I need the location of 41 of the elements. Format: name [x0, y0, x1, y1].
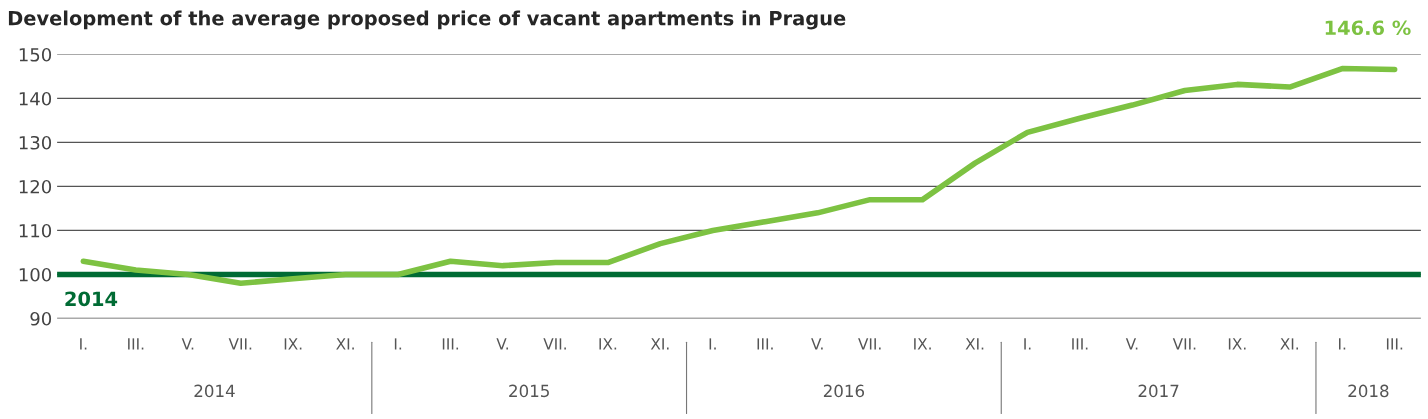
y-tick-label: 90 — [30, 311, 52, 326]
y-tick-label: 110 — [19, 223, 52, 238]
x-tick-label: XI. — [650, 338, 669, 350]
y-tick-label: 120 — [19, 179, 52, 194]
x-tick-label: IX. — [1228, 338, 1246, 350]
x-tick-label: III. — [442, 338, 459, 350]
x-tick-label: VII. — [543, 338, 566, 350]
text: 2016 — [823, 384, 865, 398]
data-label: 146.6 % — [1325, 20, 1411, 36]
x-tick-label: III. — [1072, 338, 1088, 350]
x-tick-label: IX. — [914, 338, 931, 350]
x-tick-label: I. — [709, 338, 716, 350]
chart-title: Development of the average proposed price of vacant apartments in Prague — [8, 10, 846, 30]
y-tick-label: 140 — [19, 91, 52, 106]
text: 2017 — [1138, 384, 1179, 398]
x-tick-label: III. — [757, 338, 773, 350]
y-tick-label: 150 — [19, 47, 52, 62]
text: 2015 — [509, 384, 549, 398]
x-tick-label: I. — [80, 338, 87, 350]
x-tick-label: VII. — [1172, 338, 1196, 350]
x-tick-label: V. — [496, 338, 508, 350]
y-tick-label: 100 — [19, 267, 52, 282]
x-tick-label: I. — [394, 338, 402, 350]
x-tick-label: I. — [1339, 338, 1346, 350]
x-tick-label: V. — [811, 338, 823, 350]
x-tick-label: V. — [181, 338, 194, 350]
x-tick-label: IX. — [599, 338, 617, 350]
x-tick-label: IX. — [284, 338, 302, 350]
text: 2018 — [1348, 384, 1389, 398]
y-tick-label: 130 — [19, 135, 52, 150]
x-tick-label: III. — [128, 338, 144, 350]
x-tick-label: V. — [1125, 338, 1138, 350]
text: 2014 — [194, 384, 235, 398]
x-tick-label: XI. — [965, 338, 984, 350]
x-tick-label: XI. — [336, 338, 354, 350]
x-tick-label: XI. — [1280, 338, 1298, 350]
x-tick-label: VII. — [228, 338, 252, 350]
x-tick-label: III. — [1386, 338, 1403, 350]
annotation: 2014 — [65, 291, 118, 307]
x-tick-label: I. — [1024, 338, 1031, 350]
x-tick-label: VII. — [858, 338, 881, 350]
